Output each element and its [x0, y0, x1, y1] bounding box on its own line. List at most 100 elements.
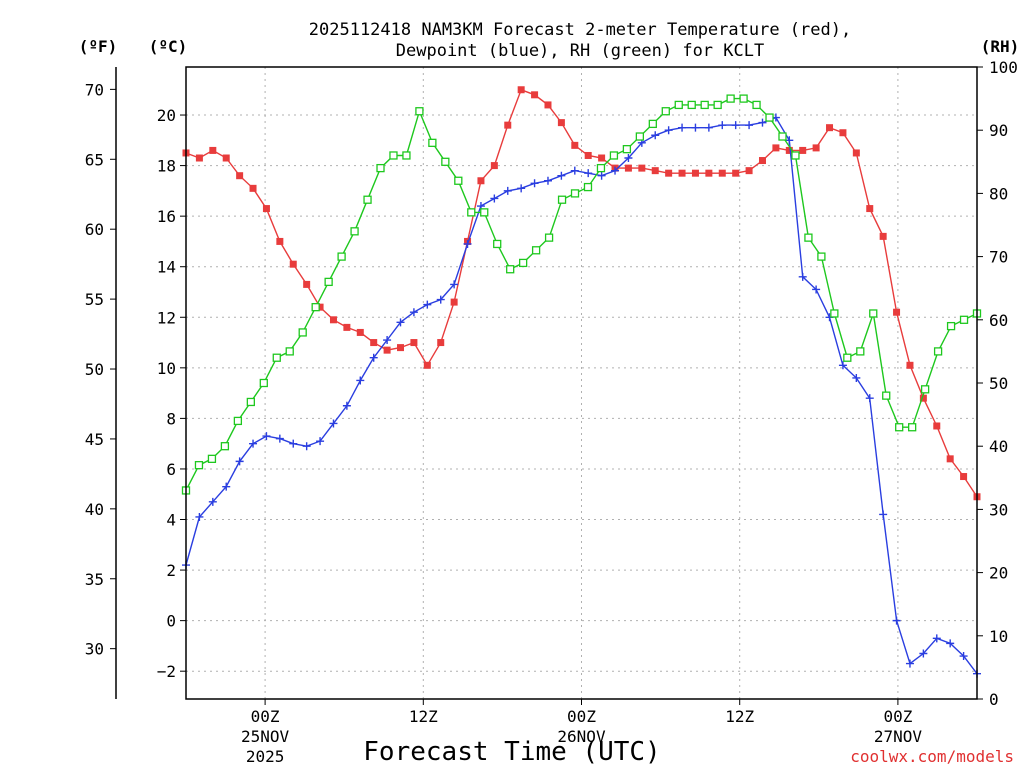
rh-point: [350, 227, 359, 236]
temperature-point: [557, 119, 565, 127]
temperature-point: [933, 422, 941, 430]
rh-point: [739, 94, 748, 103]
temperature-point: [209, 146, 217, 154]
title-line-2: Dewpoint (blue), RH (green) for KCLT: [396, 41, 764, 61]
dewpoint-point: [892, 616, 901, 625]
temperature-point: [732, 169, 740, 177]
dewpoint-point: [879, 510, 888, 519]
rh-point: [480, 208, 489, 217]
dewpoint-point: [557, 171, 566, 180]
dewpoint-point: [222, 482, 231, 491]
temperature-point: [571, 141, 579, 149]
temperature-point: [276, 237, 284, 245]
rh-point: [259, 378, 268, 388]
rh-tick-label: 100: [989, 58, 1018, 77]
temperature-point: [879, 232, 887, 240]
dewpoint-point: [838, 361, 847, 370]
temperature-point: [598, 154, 606, 162]
temperature-point: [839, 129, 847, 137]
rh-point: [752, 100, 761, 110]
rh-point: [959, 315, 969, 324]
dewpoint-point: [517, 184, 526, 193]
dewpoint-point: [946, 639, 955, 648]
fahrenheit-tick-label: 40: [85, 500, 104, 519]
rh-point: [920, 385, 930, 394]
temperature-point: [383, 346, 391, 354]
rh-tick-label: 60: [989, 311, 1008, 330]
x-axis-title: Forecast Time (UTC): [363, 737, 660, 767]
dewpoint-point: [275, 434, 284, 443]
date-label: 27NOV: [874, 727, 923, 746]
rh-tick-label: 30: [989, 500, 1008, 519]
date-label: 25NOV: [241, 727, 290, 746]
temperature-point: [691, 169, 699, 177]
rh-point: [428, 138, 437, 147]
rh-point: [246, 397, 255, 407]
dewpoint-point: [932, 634, 941, 643]
temperature-point: [678, 169, 686, 177]
rh-point: [285, 347, 294, 356]
dewpoint-point: [651, 131, 660, 140]
dewpoint-point: [731, 121, 740, 130]
rh-point: [544, 233, 554, 242]
dewpoint-point: [503, 186, 512, 195]
rh-point: [700, 100, 709, 110]
temperature-point: [718, 169, 726, 177]
rh-point: [233, 416, 243, 426]
rh-point: [687, 100, 696, 110]
dewpoint-point: [543, 176, 552, 185]
temperature-point: [397, 344, 405, 352]
rh-point: [518, 258, 528, 268]
rh-point: [454, 176, 463, 185]
time-tick-label: 12Z: [725, 707, 754, 726]
temperature-point: [772, 144, 780, 152]
rh-tick-label: 20: [989, 564, 1008, 583]
fahrenheit-unit-label: (ºF): [79, 37, 118, 56]
fahrenheit-tick-label: 30: [85, 640, 104, 659]
temperature-point: [195, 154, 203, 162]
rh-point: [635, 132, 645, 141]
temperature-point: [437, 339, 445, 347]
temperature-point: [222, 154, 230, 162]
rh-point: [895, 423, 904, 432]
temperature-point: [423, 361, 431, 369]
temperature-point: [638, 164, 646, 172]
temperature-point: [758, 157, 766, 165]
celsius-tick-label: 20: [157, 106, 176, 125]
rh-point: [415, 107, 424, 116]
celsius-tick-label: 12: [157, 308, 176, 327]
fahrenheit-tick-label: 50: [85, 360, 104, 379]
temperature-point: [705, 169, 713, 177]
rh-point: [337, 252, 346, 261]
dewpoint-point: [691, 123, 700, 132]
dewpoint-point: [490, 194, 499, 203]
dewpoint-point: [664, 126, 673, 135]
dewpoint-point: [919, 649, 928, 658]
temperature-point: [316, 303, 324, 311]
celsius-tick-label: 8: [166, 409, 176, 428]
rh-tick-label: 70: [989, 248, 1008, 267]
temperature-series: [182, 86, 981, 501]
rh-point: [869, 309, 878, 318]
date-label: 26NOV: [557, 727, 606, 746]
rh-point: [791, 151, 800, 160]
temperature-point: [343, 323, 351, 331]
dewpoint-point: [316, 437, 325, 446]
time-tick-label: 00Z: [883, 707, 912, 726]
data-series: [181, 86, 982, 678]
rh-point: [493, 239, 502, 249]
dewpoint-point: [342, 401, 351, 410]
dewpoint-point: [396, 318, 405, 327]
rh-point: [713, 100, 722, 110]
celsius-tick-label: 18: [157, 157, 176, 176]
dewpoint-point: [758, 118, 767, 127]
rh-point: [207, 454, 217, 463]
temperature-point: [477, 177, 485, 185]
temperature-point: [370, 339, 378, 347]
dewpoint-point: [611, 166, 620, 175]
dewpoint-point: [249, 439, 258, 448]
fahrenheit-axis: 30 35 40 45 50 55 60 65 70: [85, 67, 117, 699]
dewpoint-point: [450, 280, 459, 289]
temperature-point: [745, 167, 753, 175]
